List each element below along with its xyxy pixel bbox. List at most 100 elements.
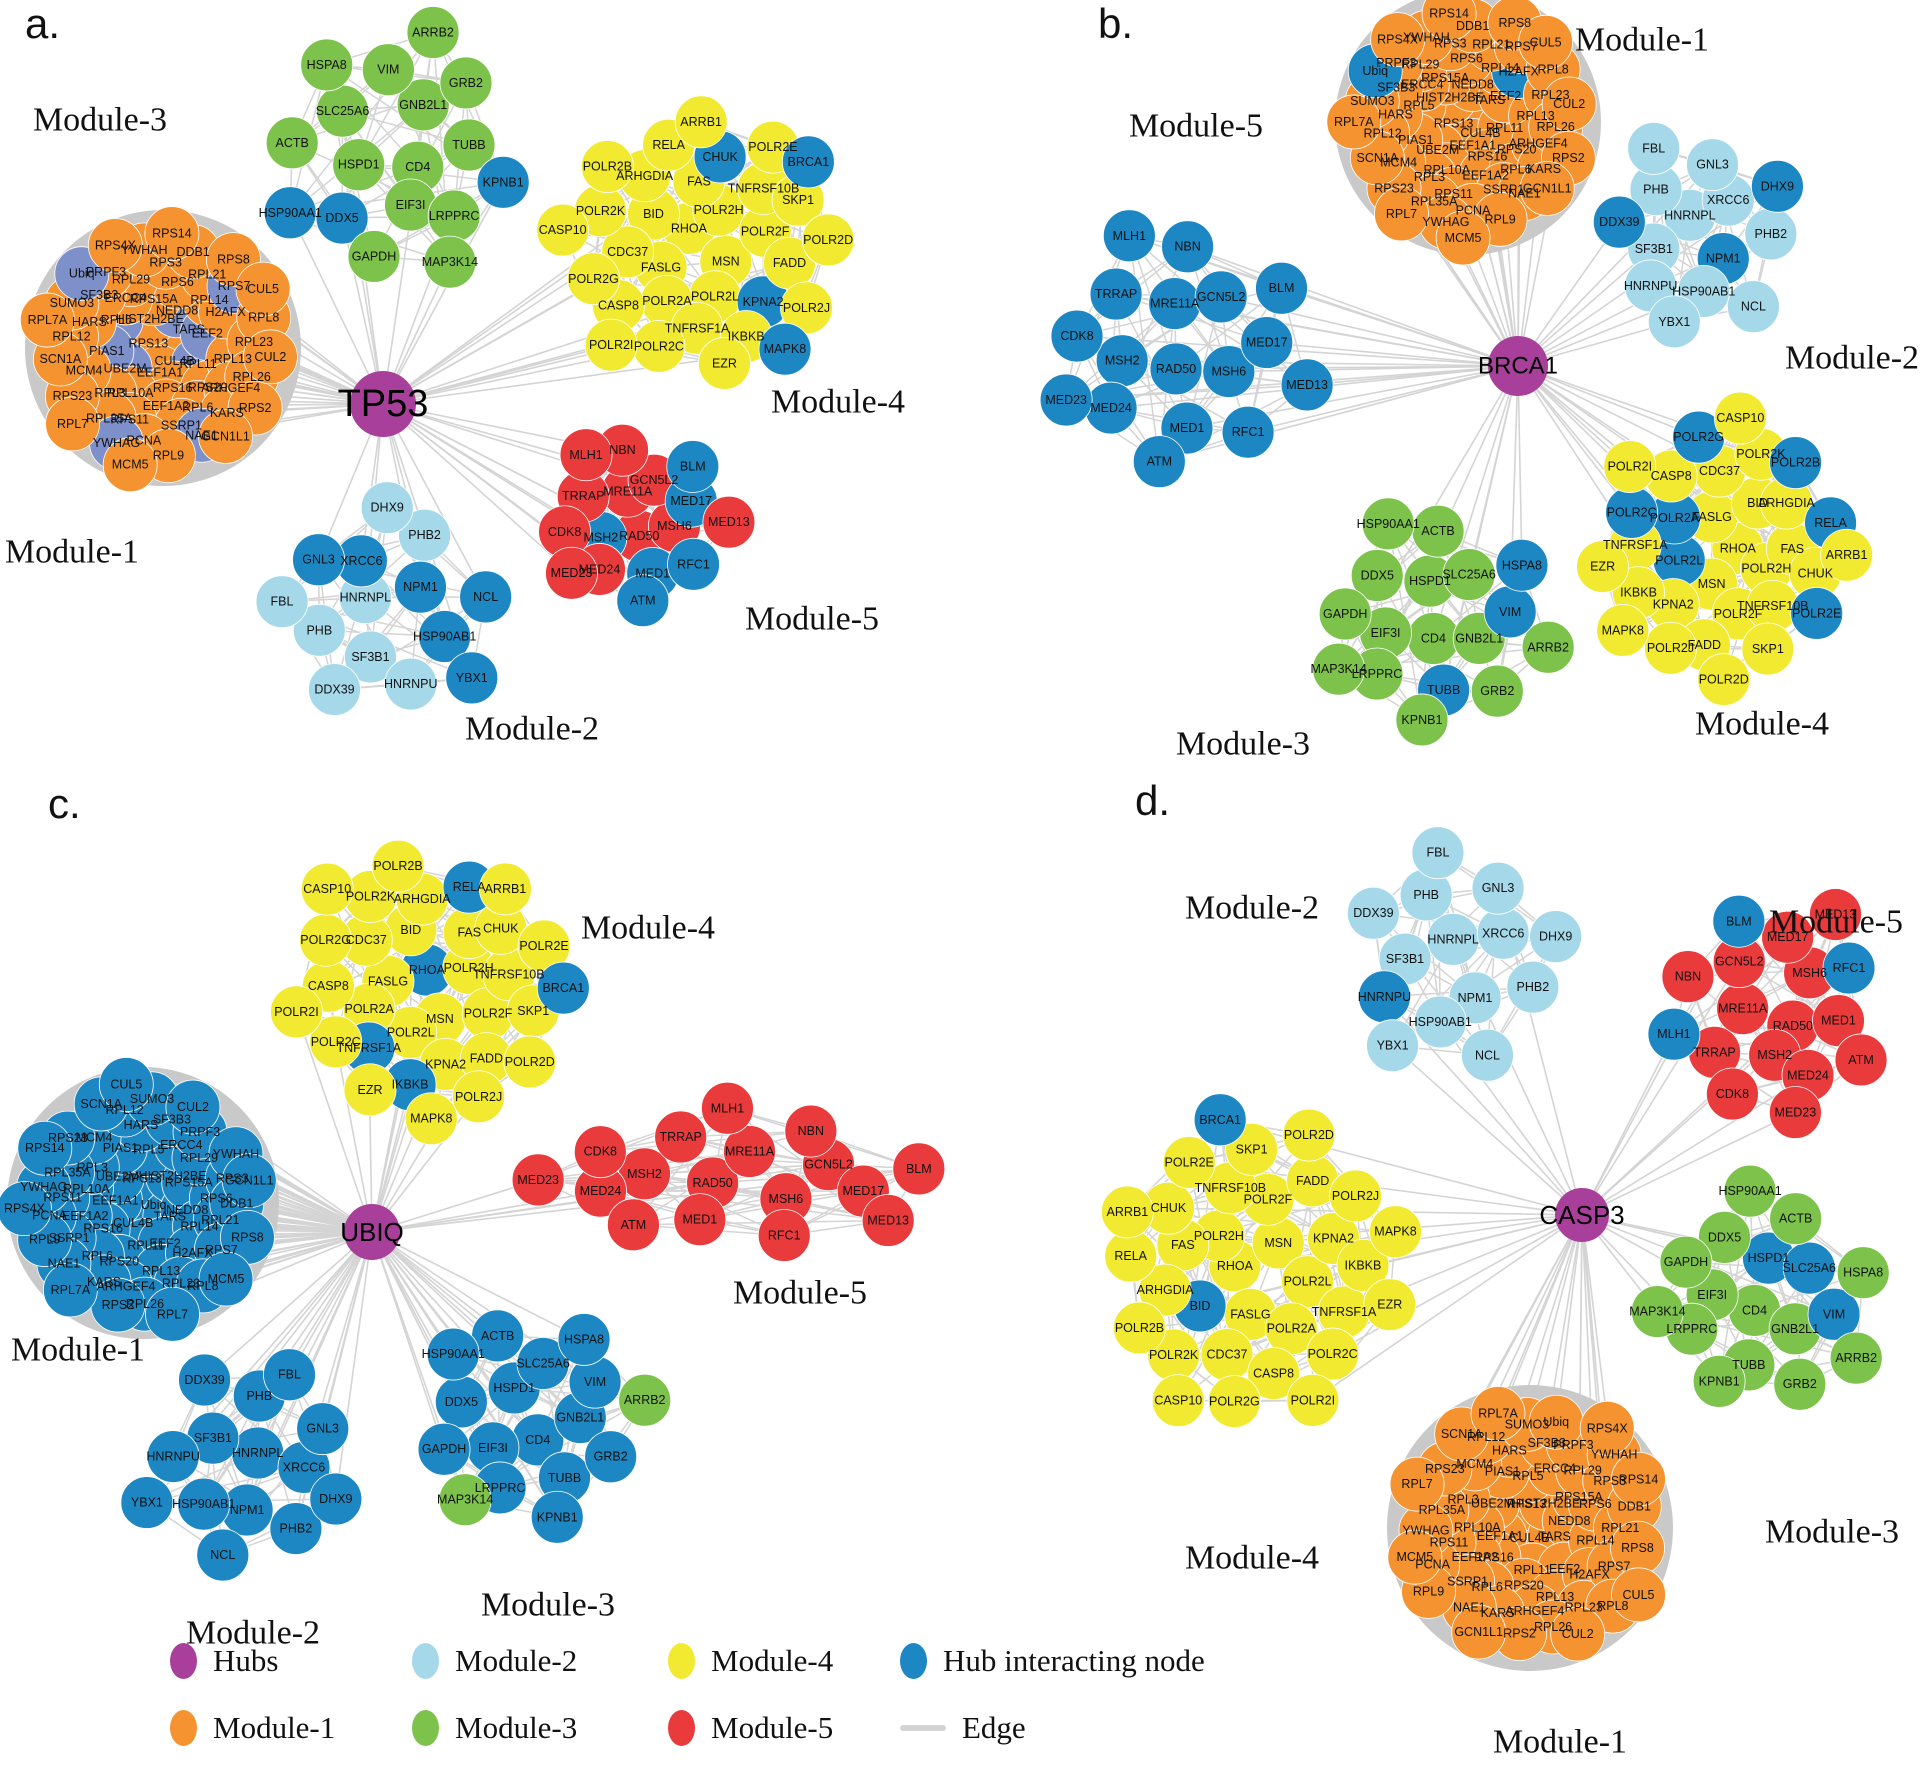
network-node-label: RELA <box>652 138 685 152</box>
network-node-label: PCNA <box>32 1209 67 1223</box>
network-node-label: RPS16 <box>153 381 193 395</box>
network-node-label: EIF3I <box>1371 626 1401 640</box>
edge <box>321 1231 373 1429</box>
network-node <box>1550 1606 1606 1662</box>
network-node <box>1727 280 1780 333</box>
module-title: Module-4 <box>771 384 905 421</box>
network-node-label: RPL7A <box>1334 115 1374 129</box>
network-node-label: HSP90AA1 <box>422 1347 485 1361</box>
network-node-label: NPM1 <box>230 1503 265 1517</box>
network-node-label: POLR2J <box>455 1090 502 1104</box>
module-title: Module-5 <box>745 601 879 638</box>
network-node-label: CASP8 <box>1253 1367 1294 1381</box>
network-node-label: SCN1A <box>1356 151 1398 165</box>
network-node-label: CDC37 <box>1207 1348 1248 1362</box>
network-node-label: NAE1 <box>1508 187 1541 201</box>
network-node-label: RAD50 <box>1156 362 1196 376</box>
network-node-label: CUL2 <box>254 350 286 364</box>
network-node-label: RPL29 <box>1401 58 1439 72</box>
network-node <box>270 985 323 1039</box>
network-node-label: ARHGEF4 <box>1505 1604 1564 1618</box>
module-title: Module-2 <box>465 711 599 748</box>
network-node <box>1769 436 1822 490</box>
network-node <box>781 135 835 189</box>
network-node-label: RFC1 <box>1833 961 1866 975</box>
network-node-label: TARS <box>173 323 205 337</box>
network-node-label: RPL23 <box>1565 1600 1603 1614</box>
network-node-label: RELA <box>1114 1249 1147 1263</box>
network-node-label: LRPPRC <box>1352 667 1403 681</box>
network-node <box>1161 220 1214 274</box>
network-node-label: NAE1 <box>1453 1601 1486 1615</box>
network-node-label: NEDD8 <box>156 304 198 318</box>
network-node-label: RPL7 <box>157 1307 188 1321</box>
network-node-label: RPL6 <box>1500 162 1531 176</box>
network-node-label: POLR2K <box>1149 1348 1199 1362</box>
network-node-label: Ubiq <box>1543 1415 1569 1429</box>
network-node-label: RPL23 <box>1531 88 1569 102</box>
network-node-label: NBN <box>609 443 635 457</box>
network-node <box>17 1120 73 1176</box>
network-node <box>1346 886 1400 940</box>
network-node-label: MRE11A <box>1150 297 1200 311</box>
edge <box>1332 1214 1583 1355</box>
module-title: Module-5 <box>1769 904 1903 941</box>
network-node-label: HIST2H2BE <box>138 1169 206 1183</box>
network-node-label: RPL21 <box>188 268 226 282</box>
module-title: Module-4 <box>1695 706 1829 743</box>
network-node-label: CASP10 <box>539 223 587 237</box>
network-node <box>1698 1210 1751 1264</box>
network-node-label: KARS <box>1481 1606 1515 1620</box>
network-node-label: RPS23 <box>48 1131 88 1145</box>
network-node-label: GCN5L2 <box>804 1158 853 1172</box>
edge <box>1065 235 1131 401</box>
network-node <box>1312 642 1366 696</box>
network-node-label: KARS <box>87 1275 121 1289</box>
network-node-label: PHB <box>1643 183 1669 197</box>
network-node-label: KPNB1 <box>483 175 524 189</box>
network-node-label: RELA <box>453 880 486 894</box>
network-node <box>1113 1301 1166 1355</box>
network-node <box>666 440 720 493</box>
network-node-label: HARS <box>72 315 107 329</box>
network-node-label: ERCC4 <box>1401 77 1443 91</box>
network-node-label: POLR2E <box>1165 1155 1214 1169</box>
network-node <box>1202 345 1256 398</box>
network-node-label: NBN <box>1174 240 1200 254</box>
network-node <box>1395 693 1449 747</box>
edge <box>371 1231 585 1341</box>
network-node-label: PIAS1 <box>89 344 124 358</box>
network-node-label: ARRB2 <box>624 1393 666 1407</box>
network-node <box>1809 888 1862 941</box>
network-node <box>1039 373 1093 427</box>
network-node <box>1611 1567 1666 1623</box>
network-node <box>654 1110 708 1164</box>
network-node-label: GNB2L1 <box>1771 1322 1819 1336</box>
network-node-label: PRPF3 <box>1553 1438 1593 1452</box>
network-node-label: RPL11 <box>1486 121 1523 135</box>
edge <box>1159 365 1519 463</box>
network-node <box>1193 1093 1247 1147</box>
network-node <box>196 1528 250 1582</box>
network-node-label: CUL4B <box>1460 126 1500 140</box>
network-node-label: CD4 <box>525 1433 550 1447</box>
network-node-label: MED13 <box>708 515 750 529</box>
edge <box>1228 365 1519 373</box>
module-nodes <box>1039 0 1874 747</box>
network-node-label: RPS13 <box>129 337 169 351</box>
network-node <box>296 1402 350 1456</box>
edge <box>1581 1033 1675 1216</box>
network-node <box>300 38 354 92</box>
network-node-label: POLR2J <box>783 301 830 315</box>
network-node-label: GAPDH <box>422 1442 466 1456</box>
network-node <box>361 43 415 97</box>
network-node <box>758 322 812 376</box>
network-node-label: CASP10 <box>303 882 351 896</box>
network-node-label: PHB <box>246 1389 272 1403</box>
network-node-label: HIST2H2BE <box>116 312 184 326</box>
network-node-label: YWHAH <box>1591 1448 1638 1462</box>
network-node-label: CUL5 <box>247 282 279 296</box>
network-node-label: BID <box>1190 1299 1211 1313</box>
network-node-label: RPL5 <box>1403 98 1434 112</box>
edge <box>371 1231 515 1389</box>
